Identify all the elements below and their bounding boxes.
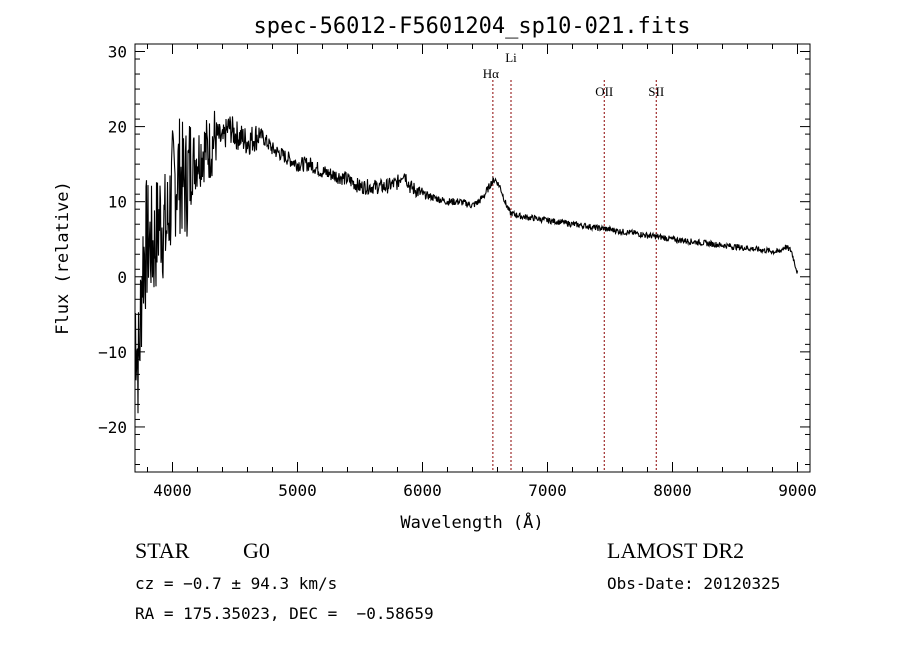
obs-date-text: Obs-Date: 20120325	[607, 574, 781, 593]
marker-label: SII	[648, 84, 664, 99]
y-axis: −20 −10 0 10 20 30	[98, 43, 810, 465]
spectrum-line	[134, 110, 799, 414]
x-tick-label: 7000	[528, 481, 567, 500]
radec-text: RA = 175.35023, DEC = −0.58659	[135, 604, 434, 623]
object-subclass: G0	[243, 538, 270, 563]
plot-frame	[134, 43, 811, 473]
marker-label: Li	[505, 50, 517, 65]
y-axis-label: Flux (relative)	[53, 181, 73, 335]
y-tick-label: −10	[98, 343, 127, 362]
y-tick-label: −20	[98, 418, 127, 437]
x-tick-label: 5000	[278, 481, 317, 500]
x-axis-label: Wavelength (Å)	[400, 511, 543, 533]
spectral-line-markers: Hα Li OII SII	[483, 50, 664, 472]
object-class: STAR	[135, 538, 190, 563]
x-axis: 4000 5000 6000 7000 8000 9000	[147, 44, 817, 500]
y-tick-label: 30	[108, 43, 127, 62]
redshift-text: cz = −0.7 ± 94.3 km/s	[135, 574, 338, 593]
y-tick-label: 20	[108, 118, 127, 137]
marker-label: Hα	[483, 66, 499, 81]
x-tick-label: 4000	[153, 481, 192, 500]
x-tick-label: 8000	[653, 481, 692, 500]
survey-label: LAMOST DR2	[607, 538, 745, 563]
x-tick-label: 9000	[778, 481, 817, 500]
chart-title: spec-56012-F5601204_sp10-021.fits	[253, 14, 690, 39]
marker-label: OII	[595, 84, 613, 99]
y-tick-label: 10	[108, 193, 127, 212]
x-tick-label: 6000	[403, 481, 442, 500]
y-tick-label: 0	[117, 268, 127, 287]
